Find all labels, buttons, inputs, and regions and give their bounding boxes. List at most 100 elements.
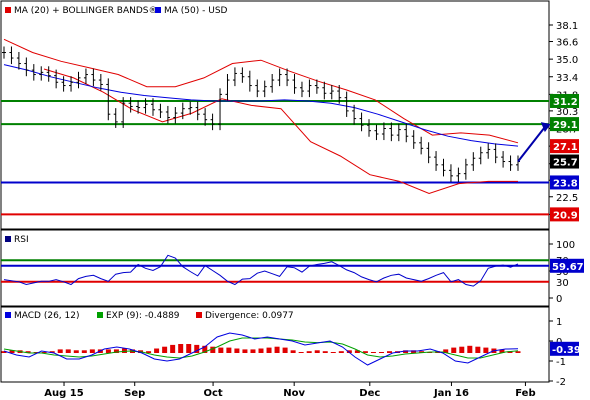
rsi-tick-label: 100 [556, 240, 575, 251]
divergence-bar [178, 344, 184, 353]
price-bar [448, 164, 453, 182]
divergence-bar [314, 350, 320, 353]
month-label: Jan 16 [433, 388, 469, 399]
price-bar [374, 124, 379, 141]
price-bar [240, 67, 245, 83]
divergence-bar [274, 346, 280, 353]
macd-panel [0, 306, 550, 383]
divergence-bar [290, 350, 296, 353]
rsi-legend: RSI [5, 235, 29, 245]
divergence-bar [322, 351, 328, 353]
price-tag-label: 25.7 [553, 158, 578, 169]
price-bar [39, 66, 44, 81]
price-bar [113, 108, 118, 128]
price-bar [188, 101, 193, 115]
price-bar [180, 102, 185, 120]
macd-tick-label: 1 [556, 317, 562, 328]
price-bar [434, 151, 439, 171]
price-bar [344, 91, 349, 117]
divergence-bar [507, 351, 513, 353]
divergence-bar [154, 348, 160, 353]
divergence-bar [234, 348, 240, 353]
price-bar [31, 64, 36, 81]
price-bar [16, 51, 21, 70]
macd-series [1, 332, 521, 366]
price-bar [121, 97, 126, 128]
price-tag-label: 27.1 [553, 142, 578, 153]
divergence-bar [121, 348, 127, 353]
divergence-bar [362, 351, 368, 353]
legend-label-rsi: RSI [14, 235, 29, 245]
price-bar [232, 67, 237, 87]
macd-tick-label: -1 [556, 357, 566, 368]
divergence-bar [266, 347, 272, 353]
price-bar [299, 81, 304, 98]
price-level-tag-box [550, 175, 579, 190]
price-bar [396, 123, 401, 142]
divergence-bar [226, 347, 232, 353]
divergence-bar [162, 346, 168, 353]
divergence-bar [73, 350, 79, 353]
price-bar [456, 167, 461, 182]
price-bar [54, 69, 59, 89]
price-bar [128, 97, 133, 113]
divergence-bar [282, 347, 288, 353]
divergence-bar [242, 349, 248, 353]
price-bar [98, 73, 103, 91]
macd-tick-label: -2 [556, 377, 566, 388]
rsi-tag-box [550, 258, 584, 273]
price-bar [270, 73, 275, 93]
divergence-bar [483, 347, 489, 353]
price-bar [471, 152, 476, 171]
divergence-bar [89, 349, 95, 353]
macd-tag-label: -0.39 [552, 345, 581, 356]
price-tag-box [550, 139, 579, 154]
divergence-bar [419, 351, 425, 353]
rsi-line [3, 254, 519, 287]
axes: 38.136.635.033.431.830.328.727.125.524.0… [44, 21, 584, 399]
price-level-tag-box [550, 117, 579, 132]
price-bar [225, 73, 230, 101]
month-label: Aug 15 [44, 388, 83, 399]
price-bar [463, 158, 468, 180]
divergence-bar [467, 345, 473, 353]
divergence-bar [170, 344, 176, 353]
legend-swatch-divergence [196, 312, 202, 318]
legend-swatch-rsi [5, 236, 11, 242]
price-tick-label: 35.0 [556, 55, 578, 66]
divergence-bar [346, 350, 352, 353]
price-bar [143, 98, 148, 114]
price-bar [210, 113, 215, 131]
legend-label-ma20: MA (20) + BOLLINGER BANDS® [14, 6, 158, 16]
projection-arrow-line [517, 126, 546, 163]
legend-label-divergence: Divergence: 0.0977 [205, 311, 294, 321]
divergence-bar [475, 346, 481, 353]
price-bar [352, 104, 357, 125]
divergence-bar [105, 349, 111, 353]
legend-label-ma50: MA (50) - USD [164, 6, 228, 16]
price-bar [158, 103, 163, 119]
rsi-level-label: 30 [556, 278, 569, 289]
month-label: Nov [283, 388, 305, 399]
divergence-bar [218, 347, 224, 353]
price-legend: MA (20) + BOLLINGER BANDS® MA (50) - USD [5, 6, 228, 16]
month-label: Oct [203, 388, 222, 399]
divergence-bar [403, 350, 409, 353]
divergence-bar [1, 351, 7, 353]
price-bar [478, 146, 483, 165]
macd-legend: MACD (26, 12) EXP (9): -0.4889 Divergenc… [5, 311, 294, 321]
legend-label-exp: EXP (9): -0.4889 [106, 311, 180, 321]
divergence-bar [411, 350, 417, 353]
price-bar [508, 155, 513, 171]
price-bar [389, 122, 394, 142]
divergence-bar [25, 351, 31, 353]
price-tick-label: 30.3 [556, 107, 578, 118]
price-tag-box [550, 154, 579, 169]
price-bar [329, 85, 334, 100]
price-bar [136, 100, 141, 114]
price-panel [0, 0, 550, 230]
price-bar [46, 66, 51, 82]
legend-swatch-ma20 [5, 7, 11, 13]
month-label: Dec [359, 388, 380, 399]
price-bar [255, 79, 260, 98]
